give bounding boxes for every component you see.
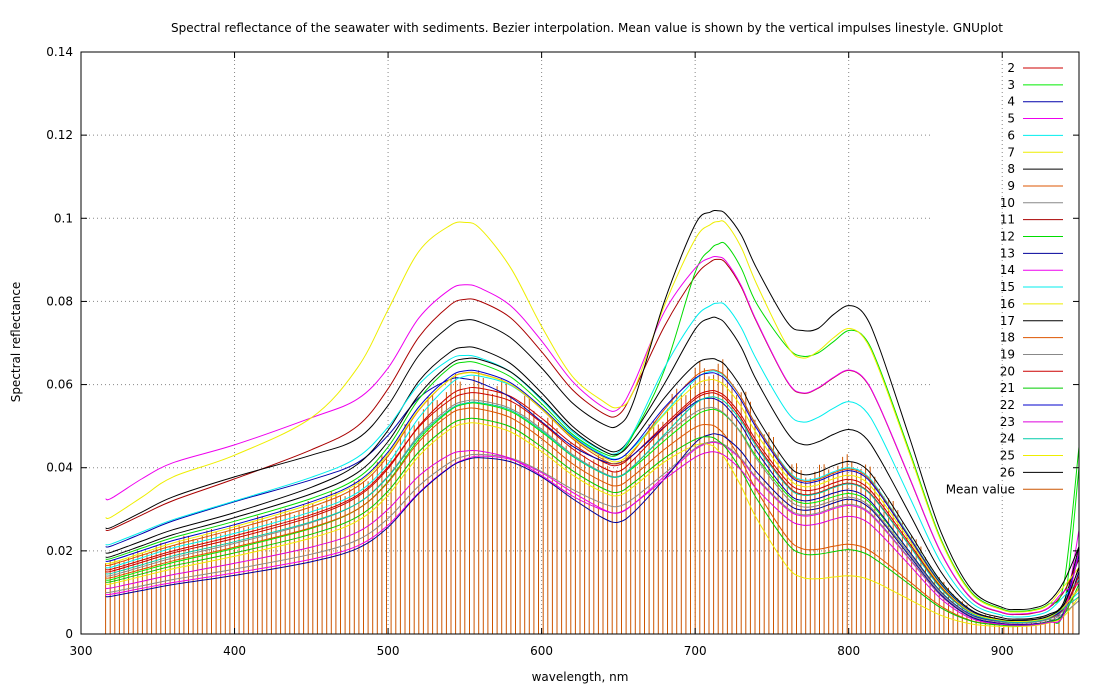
legend: 2345678910111213141516171819202122232425… (946, 61, 1063, 496)
series-line-14 (105, 255, 1080, 615)
x-tick-label: 500 (377, 644, 400, 658)
series-line-8 (105, 316, 1080, 620)
y-axis-label: Spectral reflectance (9, 282, 23, 403)
legend-label: 12 (1000, 230, 1015, 244)
legend-label: 13 (1000, 246, 1015, 260)
legend-label: 21 (1000, 381, 1015, 395)
y-tick-label: 0 (65, 627, 73, 641)
series-line-23 (105, 449, 1080, 626)
y-tick-label: 0.14 (46, 45, 73, 59)
y-tick-label: 0.04 (46, 461, 73, 475)
legend-label: 15 (1000, 280, 1015, 294)
legend-label: 20 (1000, 364, 1015, 378)
series-line-15 (105, 302, 1080, 618)
series-line-9 (105, 407, 1080, 626)
y-tick-label: 0.12 (46, 128, 73, 142)
plot-frame (80, 51, 1080, 635)
series-line-2 (105, 387, 1080, 623)
x-tick-label: 400 (223, 644, 246, 658)
x-tick-label: 600 (530, 644, 553, 658)
legend-label: 4 (1007, 95, 1015, 109)
series-line-11 (105, 258, 1080, 616)
legend-label: 22 (1000, 398, 1015, 412)
series-line-24 (105, 396, 1080, 623)
series-line-7 (105, 422, 1080, 628)
legend-label: 18 (1000, 331, 1015, 345)
y-tick-label: 0.02 (46, 544, 73, 558)
legend-label: 5 (1007, 112, 1015, 126)
legend-label: 10 (1000, 196, 1015, 210)
legend-label: 17 (1000, 314, 1015, 328)
series-line-5 (105, 441, 1080, 625)
legend-label: 9 (1007, 179, 1015, 193)
series-line-10 (105, 440, 1080, 625)
legend-label: 8 (1007, 162, 1015, 176)
x-tick-label: 900 (991, 644, 1014, 658)
legend-label: Mean value (946, 482, 1015, 496)
series-line-22 (105, 369, 1080, 622)
legend-label: 16 (1000, 297, 1015, 311)
legend-label: 2 (1007, 61, 1015, 75)
legend-label: 25 (1000, 449, 1015, 463)
series-line-16 (105, 220, 1080, 613)
legend-label: 26 (1000, 465, 1015, 479)
series-lines (105, 209, 1080, 628)
ticks: 300 400 500 600 700 800 900 0 0.02 0.04 0.06 0.08 0.… (46, 45, 1079, 658)
legend-label: 24 (1000, 432, 1015, 446)
x-tick-label: 800 (837, 644, 860, 658)
legend-label: 19 (1000, 347, 1015, 361)
x-axis-label: wavelength, nm (532, 670, 629, 684)
x-tick-label: 700 (684, 644, 707, 658)
y-tick-label: 0.08 (46, 294, 73, 308)
chart-title: Spectral reflectance of the seawater wit… (171, 21, 1003, 35)
series-line-3 (105, 402, 1080, 624)
series-line-17 (105, 209, 1080, 611)
x-tick-label: 300 (70, 644, 93, 658)
series-line-25 (105, 372, 1080, 623)
y-tick-label: 0.1 (54, 211, 73, 225)
series-line-4 (105, 377, 1080, 623)
legend-label: 11 (1000, 213, 1015, 227)
y-tick-label: 0.06 (46, 378, 73, 392)
series-line-21 (105, 417, 1080, 627)
legend-label: 6 (1007, 128, 1015, 142)
legend-label: 7 (1007, 145, 1015, 159)
series-line-6 (105, 370, 1080, 622)
series-line-13 (105, 433, 1080, 625)
legend-label: 3 (1007, 78, 1015, 92)
legend-label: 14 (1000, 263, 1015, 277)
series-line-26 (105, 357, 1080, 621)
series-line-12 (105, 241, 1080, 612)
legend-label: 23 (1000, 415, 1015, 429)
